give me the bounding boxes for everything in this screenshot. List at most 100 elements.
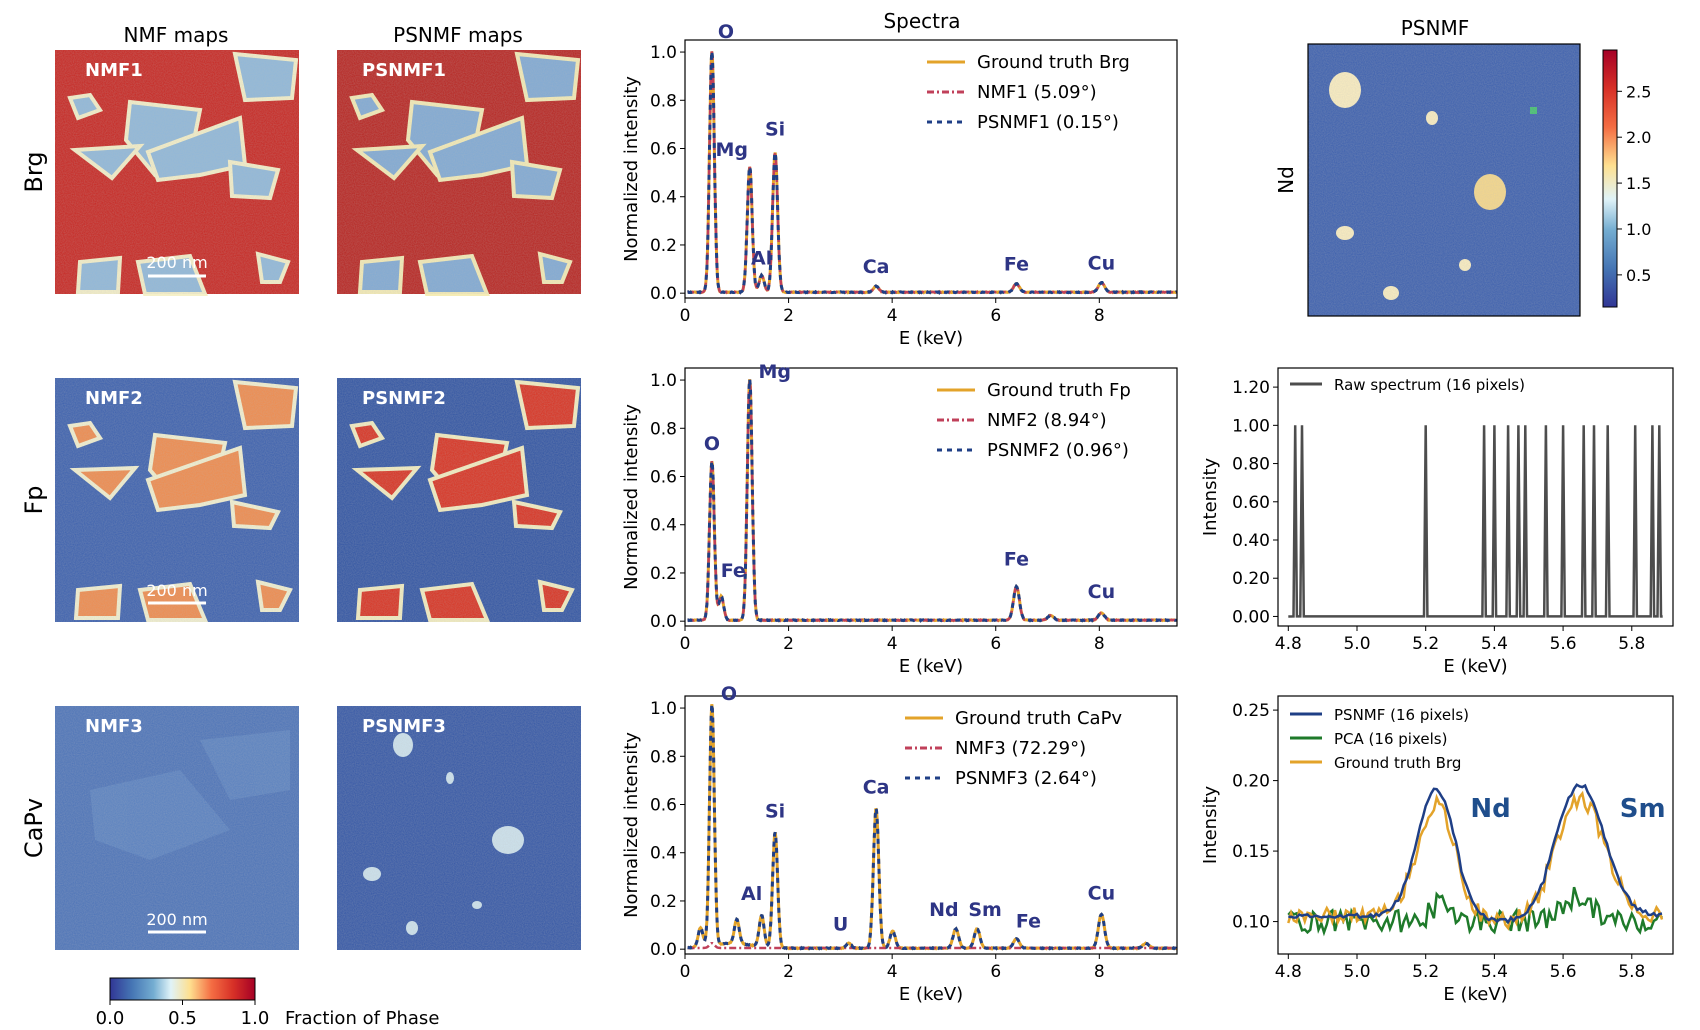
nd-sm-spectrum-chart: 4.8 5.0 5.2 5.4 5.6 5.8 0.10 0.15 0.20 0.25 E (keV… [1200, 695, 1674, 1005]
nmf2-map: NMF2 200 nm [55, 378, 299, 622]
x-tick-label-1: 2 [783, 962, 794, 982]
legend-entry-2: PSNMF2 (0.96°) [987, 440, 1129, 461]
y-axis-label: Normalized intensity [621, 404, 642, 590]
peak-label-2: Fe [721, 560, 746, 582]
spectrum-chart-brg: 0 2 4 6 8 0.0 0.2 0.4 0.6 0.8 1.0 E (keV) Normalized… [621, 21, 1178, 349]
y-tick-label-5: 1.0 [650, 371, 677, 391]
psnmf1-map: PSNMF1 [337, 50, 581, 296]
series-psnmf [687, 379, 1178, 623]
plot-frame [684, 367, 1178, 627]
x-tick-label-4: 5.6 [1550, 962, 1577, 982]
nmf3-map: NMF3 200 nm [55, 706, 299, 950]
peak-label-4: Ca [863, 256, 890, 278]
y-tick-label-3: 0.25 [1232, 701, 1270, 721]
peak-label-1: Mg [715, 139, 748, 161]
legend-entry-1: NMF3 (72.29°) [955, 738, 1086, 759]
peak-label-2: Si [765, 118, 785, 140]
y-tick-label-3: 0.6 [650, 796, 677, 816]
peak-label-6: Cu [1088, 253, 1115, 275]
nmf2-scalebar: 200 nm [146, 581, 207, 600]
y-tick-label-0: 0.00 [1232, 607, 1270, 627]
x-axis-label: E (keV) [899, 656, 963, 677]
y-axis-label: Normalized intensity [621, 732, 642, 918]
x-tick-label-1: 5.0 [1343, 634, 1370, 654]
x-tick-label-3: 5.4 [1481, 634, 1508, 654]
y-tick-label-2: 0.4 [650, 188, 677, 208]
x-tick-label-2: 5.2 [1412, 962, 1439, 982]
y-tick-label-0: 0.0 [650, 612, 677, 632]
x-tick-label-0: 0 [680, 306, 691, 326]
header-spectra: Spectra [883, 9, 960, 33]
y-tick-label-0: 0.0 [650, 284, 677, 304]
row-label-fp: Fp [20, 485, 48, 514]
spectrum-chart-capv: 0 2 4 6 8 0.0 0.2 0.4 0.6 0.8 1.0 E (keV) Normalized… [621, 683, 1178, 1005]
y-tick-label-1: 0.2 [650, 892, 677, 912]
y-tick-label-4: 0.8 [650, 419, 677, 439]
y-tick-label-1: 0.15 [1232, 842, 1270, 862]
peak-label-6: Sm [968, 899, 1001, 921]
fraction-tick-0: 0.0 [96, 1008, 125, 1029]
x-tick-label-3: 6 [990, 306, 1001, 326]
x-tick-label-3: 6 [990, 634, 1001, 654]
row-label-capv: CaPv [20, 798, 48, 858]
plot-frame [1277, 367, 1674, 627]
y-tick-label-4: 0.80 [1232, 455, 1270, 475]
series-psnmf [687, 704, 1178, 951]
peak-label-3: Al [741, 883, 762, 905]
spectrum-chart-fp: 0 2 4 6 8 0.0 0.2 0.4 0.6 0.8 1.0 E (keV) Normalized… [621, 361, 1178, 677]
x-tick-label-4: 8 [1094, 306, 1105, 326]
nd-map: Nd [1274, 43, 1581, 317]
y-axis-label: Intensity [1200, 785, 1221, 864]
nd-colorbar-tick-label-0: 2.5 [1626, 82, 1651, 101]
y-axis-label: Normalized intensity [621, 76, 642, 262]
x-tick-label-5: 5.8 [1618, 962, 1645, 982]
legend-entry-1: NMF1 (5.09°) [977, 82, 1097, 103]
series-nmf [687, 941, 1177, 950]
header-psnmf: PSNMF [1401, 16, 1469, 40]
x-axis-label: E (keV) [899, 328, 963, 349]
row-label-brg: Brg [20, 151, 48, 192]
fraction-tick-1: 0.5 [168, 1008, 197, 1029]
y-tick-label-1: 0.2 [650, 236, 677, 256]
peak-label-4: Cu [1088, 581, 1115, 603]
y-tick-label-3: 0.6 [650, 140, 677, 160]
legend-entry-2: PSNMF1 (0.15°) [977, 112, 1119, 133]
psnmf1-map-label: PSNMF1 [362, 60, 446, 81]
y-tick-label-5: 1.0 [650, 43, 677, 63]
nmf1-scalebar: 200 nm [146, 253, 207, 272]
x-tick-label-2: 4 [887, 306, 898, 326]
series-raw-spectrum [1288, 425, 1663, 618]
series-psnmf [1288, 783, 1663, 925]
peak-label-2: Ca [863, 776, 890, 798]
series-psnmf [687, 51, 1177, 295]
x-tick-label-5: 5.8 [1618, 634, 1645, 654]
header-psnmf-maps: PSNMF maps [393, 23, 523, 47]
plot-frame [684, 695, 1178, 955]
annotation-sm: Sm [1620, 794, 1666, 824]
y-tick-label-5: 1.0 [650, 699, 677, 719]
peak-label-3: Al [751, 247, 772, 269]
nd-colorbar-tick-label-1: 2.0 [1626, 128, 1651, 147]
x-tick-label-0: 4.8 [1275, 962, 1302, 982]
peak-label-1: Si [765, 800, 785, 822]
y-tick-label-5: 1.00 [1232, 416, 1270, 436]
series-nmf [687, 379, 1178, 623]
y-tick-label-4: 0.8 [650, 91, 677, 111]
y-tick-label-2: 0.20 [1232, 772, 1270, 792]
fraction-colorbar-label: Fraction of Phase [285, 1008, 439, 1029]
y-tick-label-2: 0.4 [650, 516, 677, 536]
peak-label-5: Fe [1004, 254, 1029, 276]
nd-colorbar-tick-label-3: 1.0 [1626, 220, 1651, 239]
legend-entry-2: PSNMF3 (2.64°) [955, 768, 1097, 789]
x-tick-label-2: 4 [887, 962, 898, 982]
peak-label-4: U [833, 913, 848, 935]
peak-label-5: Nd [929, 899, 959, 921]
nd-colorbar-tick-label-4: 0.5 [1626, 266, 1651, 285]
y-axis-label: Intensity [1200, 457, 1221, 536]
x-tick-label-0: 0 [680, 962, 691, 982]
nmf3-scalebar: 200 nm [146, 910, 207, 929]
nmf2-map-label: NMF2 [85, 388, 143, 409]
series-ground-truth-brg [1287, 790, 1664, 931]
x-tick-label-4: 5.6 [1550, 634, 1577, 654]
